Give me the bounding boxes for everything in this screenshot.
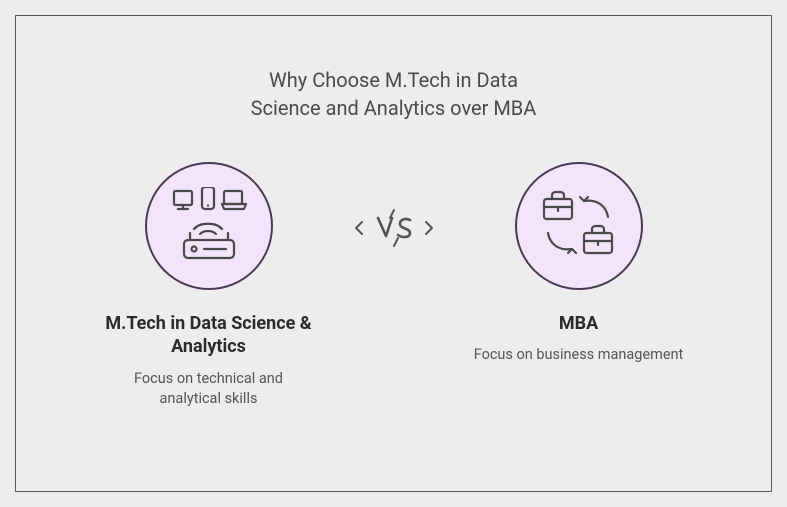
page-title: Why Choose M.Tech in DataScience and Ana… [251,66,537,122]
vs-separator [334,204,454,252]
mba-circle [515,162,643,290]
comparison-row: M.Tech in Data Science & Analytics Focus… [16,162,771,409]
mba-label: MBA [559,312,598,335]
comparison-frame: Why Choose M.Tech in DataScience and Ana… [15,15,772,492]
mba-desc: Focus on business management [474,345,684,365]
briefcase-swap-icon [536,187,622,265]
vs-icon [348,204,440,252]
mtech-label: M.Tech in Data Science & Analytics [84,312,334,359]
option-right: MBA Focus on business management [454,162,704,366]
devices-wifi-icon [166,187,252,265]
mtech-circle [145,162,273,290]
option-left: M.Tech in Data Science & Analytics Focus… [84,162,334,409]
mtech-desc: Focus on technical and analytical skills [104,369,314,410]
